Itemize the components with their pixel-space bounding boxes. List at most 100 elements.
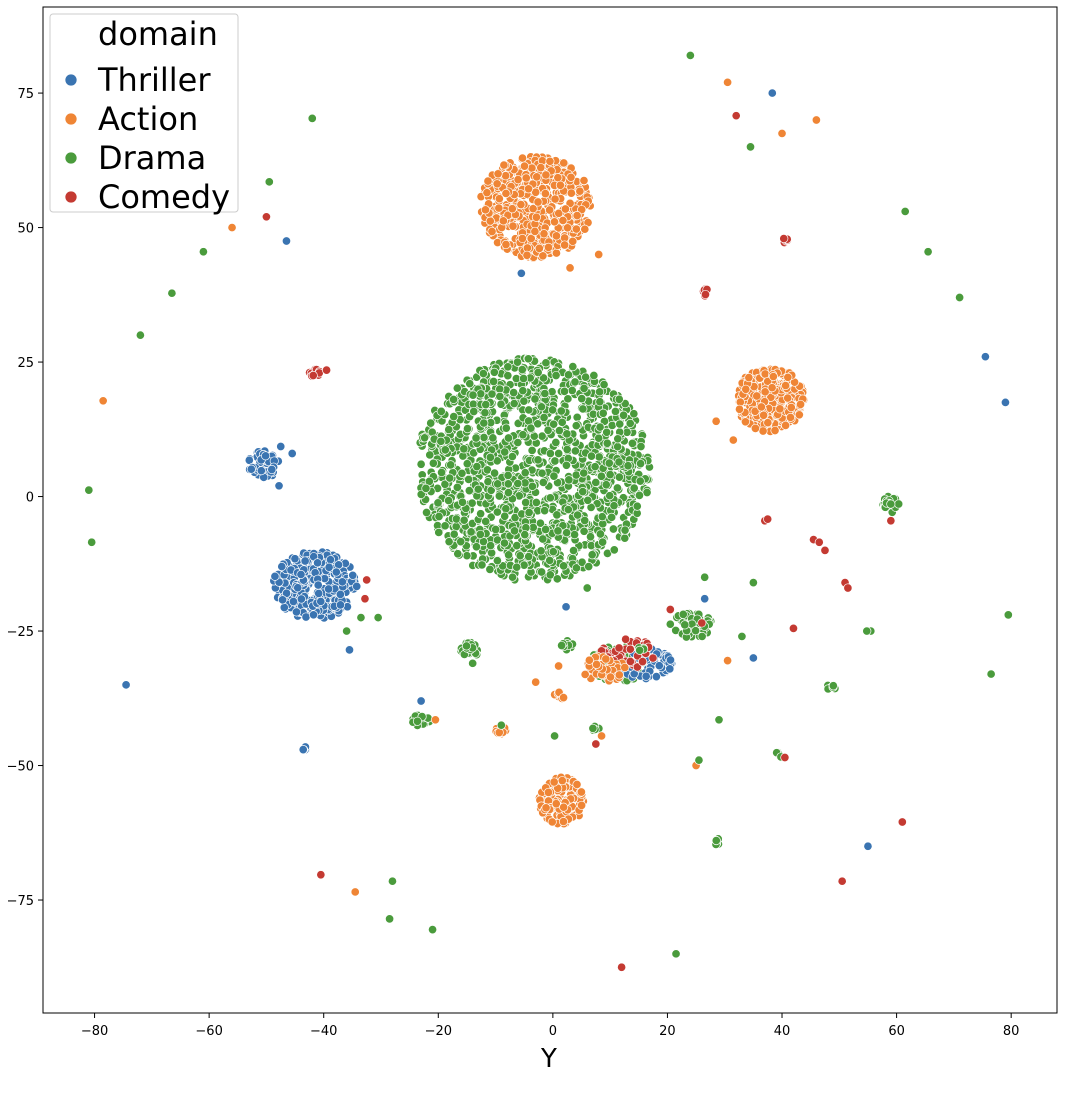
point-drama: [589, 370, 599, 381]
point-thriller: [665, 655, 676, 665]
point-action: [528, 204, 538, 214]
point-drama: [586, 451, 597, 461]
point-action: [560, 204, 570, 214]
point-drama: [545, 555, 555, 565]
point-drama: [540, 506, 550, 516]
point-drama: [578, 487, 588, 497]
point-drama: [496, 720, 506, 730]
point-action: [543, 242, 554, 252]
y-tick-label: −25: [7, 625, 34, 640]
point-drama: [610, 406, 621, 417]
point-drama: [536, 402, 547, 412]
point-thriller: [980, 352, 990, 362]
point-drama: [598, 537, 608, 547]
point-drama: [520, 468, 530, 478]
point-drama: [577, 557, 587, 567]
point-action: [541, 170, 551, 180]
point-drama: [613, 442, 623, 452]
point-drama: [496, 399, 506, 409]
point-thriller: [291, 607, 302, 617]
point-drama: [625, 418, 635, 428]
point-thriller: [276, 441, 286, 452]
point-drama: [537, 567, 547, 577]
point-thriller: [256, 466, 266, 476]
point-action: [483, 176, 493, 186]
point-drama: [385, 914, 395, 924]
point-action: [551, 248, 561, 258]
point-drama: [636, 441, 646, 452]
point-drama: [620, 525, 630, 535]
point-drama: [527, 481, 537, 491]
point-drama: [524, 552, 534, 562]
point-action: [605, 672, 616, 682]
point-drama: [436, 406, 446, 416]
point-comedy: [360, 594, 370, 604]
point-drama: [567, 385, 577, 396]
legend-marker-comedy: [64, 190, 78, 204]
point-action: [523, 184, 534, 194]
point-action: [554, 208, 564, 218]
point-drama: [507, 452, 517, 462]
point-action: [501, 239, 511, 250]
point-drama: [416, 489, 426, 499]
point-drama: [469, 406, 479, 417]
point-drama: [472, 462, 482, 472]
point-drama: [623, 461, 633, 471]
point-drama: [615, 419, 625, 429]
point-comedy: [820, 545, 830, 555]
point-drama: [591, 477, 601, 487]
cluster-comedy-21: [779, 234, 793, 248]
point-drama: [471, 433, 481, 443]
point-thriller: [296, 594, 306, 604]
point-drama: [483, 477, 493, 487]
point-thriller: [324, 584, 334, 594]
point-action: [584, 655, 594, 665]
point-drama: [488, 433, 498, 443]
point-comedy: [316, 870, 326, 880]
point-drama: [548, 405, 558, 415]
point-drama: [955, 292, 965, 303]
point-drama: [477, 560, 487, 570]
point-comedy: [322, 365, 332, 375]
point-drama: [745, 142, 756, 152]
point-drama: [457, 468, 467, 478]
point-drama: [519, 373, 529, 384]
point-drama: [449, 394, 459, 404]
point-drama: [520, 530, 530, 540]
cluster-drama-24: [634, 643, 649, 655]
point-thriller: [121, 680, 131, 690]
point-thriller: [863, 841, 873, 851]
point-drama: [614, 472, 624, 482]
point-thriller: [267, 464, 277, 475]
point-thriller: [279, 602, 289, 613]
point-thriller: [296, 569, 306, 579]
point-drama: [501, 423, 511, 433]
cluster-thriller-3: [269, 547, 362, 623]
y-tick-label: −75: [7, 894, 34, 909]
y-tick-label: −50: [7, 760, 34, 775]
point-action: [522, 250, 532, 260]
point-drama: [481, 400, 491, 410]
point-drama: [416, 459, 426, 469]
point-drama: [537, 468, 547, 478]
point-drama: [748, 578, 758, 588]
point-thriller: [282, 588, 292, 598]
point-action: [527, 163, 537, 173]
point-drama: [475, 529, 485, 539]
point-drama: [584, 561, 594, 572]
point-action: [767, 383, 777, 393]
point-drama: [426, 418, 436, 428]
point-thriller: [287, 448, 297, 459]
point-thriller: [274, 481, 284, 491]
point-drama: [509, 526, 520, 536]
point-action: [752, 391, 762, 401]
point-drama: [518, 386, 528, 396]
point-action: [557, 776, 567, 786]
point-drama: [579, 468, 589, 478]
point-action: [545, 205, 555, 215]
point-drama: [538, 477, 548, 487]
point-drama: [87, 537, 97, 547]
point-comedy: [614, 643, 624, 653]
point-thriller: [281, 236, 292, 246]
point-thriller: [313, 558, 323, 568]
